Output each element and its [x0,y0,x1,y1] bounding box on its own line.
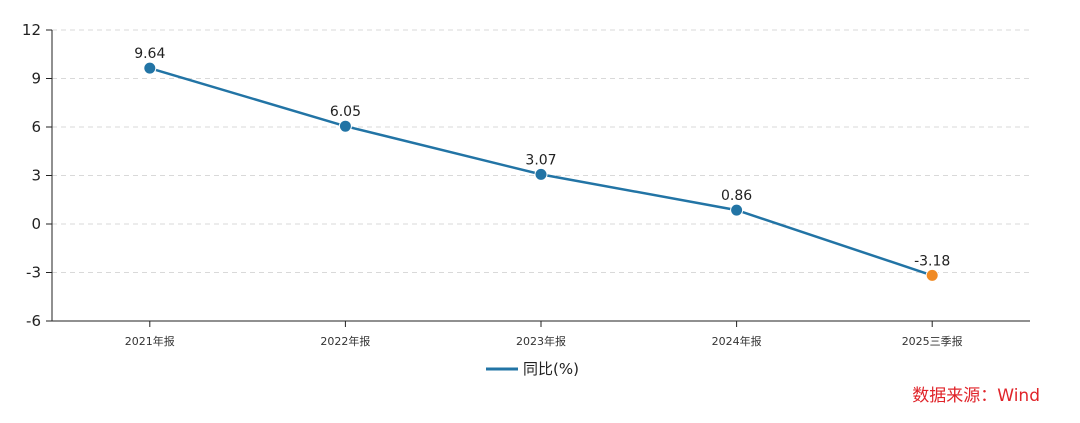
data-point [534,167,548,181]
x-tick-label: 2022年报 [320,334,370,348]
data-label: 3.07 [525,152,556,168]
data-point [925,268,939,282]
y-tick-label: 3 [31,167,41,185]
x-tick-label: 2025三季报 [902,334,963,348]
source-note: 数据来源：Wind [912,386,1040,406]
y-tick-label: 0 [31,215,41,233]
data-point [730,203,744,217]
data-label: -3.18 [914,253,950,269]
data-label: 9.64 [134,46,165,62]
data-label: 6.05 [330,104,361,120]
x-tick-label: 2024年报 [712,334,762,348]
y-tick-label: 12 [22,21,41,39]
grid-lines [52,29,1030,273]
y-tick-label: 6 [31,118,41,136]
series-group: 9.64 6.05 3.07 0.86 -3.18 [134,46,950,282]
data-label: 0.86 [721,188,752,204]
x-tick-label: 2023年报 [516,334,566,348]
legend: 同比(%) [486,360,579,378]
y-tick-label: -6 [26,312,41,330]
y-axis-ticks: 12 9 6 3 0 -3 -6 [22,21,52,330]
x-axis-ticks: 2021年报 2022年报 2023年报 2024年报 2025三季报 [125,321,963,348]
legend-label: 同比(%) [523,360,579,378]
data-point [143,61,157,75]
x-tick-label: 2021年报 [125,334,175,348]
y-tick-label: 9 [31,70,41,88]
y-tick-label: -3 [26,264,41,282]
data-point [338,119,352,133]
